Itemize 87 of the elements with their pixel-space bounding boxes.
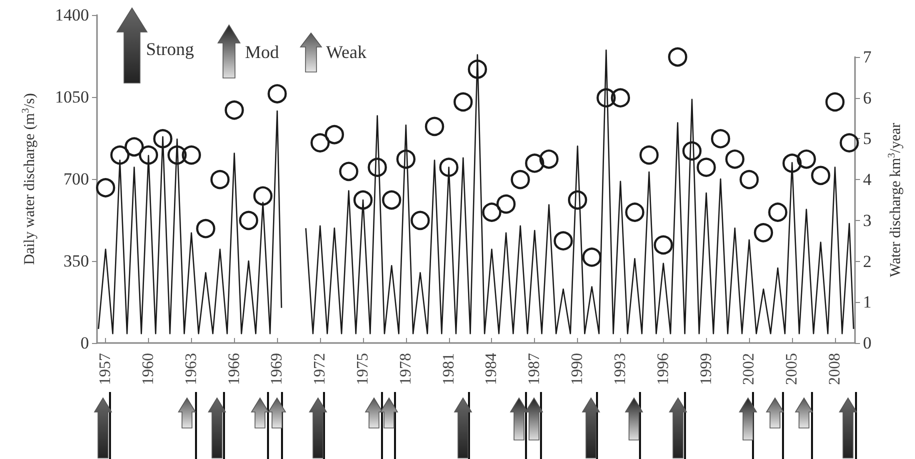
- annotation: Strong: [146, 39, 194, 59]
- point: [454, 92, 473, 112]
- point: [368, 158, 387, 177]
- point: [482, 202, 502, 222]
- point: [410, 210, 430, 230]
- point: [210, 170, 230, 190]
- point: [382, 190, 402, 210]
- point: [224, 100, 244, 120]
- point: [424, 116, 444, 136]
- x-tick-label: 1987: [526, 353, 544, 385]
- x-tick-label: 1990: [569, 353, 586, 385]
- point: [654, 235, 673, 255]
- point: [768, 202, 788, 222]
- x-tick-label: 1960: [140, 353, 157, 385]
- point: [796, 150, 816, 169]
- point: [124, 137, 144, 156]
- point: [568, 190, 588, 210]
- y-axis-title: Daily water discharge (m3/s): [20, 93, 38, 265]
- point: [610, 88, 630, 108]
- point: [710, 129, 730, 148]
- point: [639, 145, 659, 165]
- x-tick-label: 1999: [698, 353, 715, 385]
- y-tick-label: 1050: [55, 88, 89, 106]
- point: [625, 202, 644, 222]
- x-tick-label: 1981: [440, 353, 458, 385]
- y2-tick-label: 5: [863, 129, 872, 148]
- point: [324, 125, 344, 144]
- point: [253, 186, 272, 206]
- point: [496, 194, 516, 214]
- x-tick-label: 1963: [182, 353, 200, 385]
- annotation: Weak: [326, 42, 367, 62]
- x-tick-label: 2005: [784, 353, 801, 385]
- point: [825, 92, 845, 112]
- x-tick-label: 2002: [740, 353, 758, 385]
- y-tick-label: 0: [80, 334, 89, 352]
- y2-tick-label: 6: [863, 88, 872, 108]
- x-tick-label: 1984: [483, 353, 500, 385]
- point: [468, 60, 488, 79]
- x-tick-label: 1966: [226, 353, 243, 385]
- point: [310, 133, 330, 152]
- point: [239, 210, 258, 230]
- point: [682, 141, 702, 161]
- point: [196, 219, 216, 238]
- point: [554, 231, 573, 250]
- point: [353, 190, 373, 210]
- x-tick-label: 1975: [354, 353, 372, 385]
- point: [439, 158, 458, 177]
- y-tick-label: 350: [64, 252, 89, 270]
- point: [811, 166, 830, 186]
- point: [668, 47, 688, 67]
- point: [268, 84, 287, 104]
- point: [510, 170, 530, 190]
- point: [96, 178, 116, 198]
- point: [339, 162, 358, 181]
- point: [182, 145, 201, 165]
- y2-tick-label: 7: [863, 48, 872, 66]
- point: [396, 150, 416, 169]
- point: [740, 170, 759, 190]
- point: [539, 150, 559, 169]
- x-tick-label: 1972: [312, 353, 329, 385]
- y2-tick-label: 0: [863, 334, 872, 352]
- x-tick-label: 1993: [612, 353, 629, 385]
- point: [138, 145, 158, 165]
- point: [153, 129, 172, 148]
- x-tick-label: 1969: [268, 353, 286, 385]
- point: [696, 158, 716, 177]
- y-tick-label: 700: [64, 170, 89, 188]
- y2-tick-label: 1: [863, 292, 872, 312]
- point: [782, 154, 802, 173]
- y-tick-label: 1400: [55, 6, 89, 24]
- point: [840, 133, 859, 152]
- x-tick-label: 1957: [97, 353, 114, 385]
- x-tick-label: 2008: [826, 353, 844, 385]
- point: [582, 248, 602, 267]
- point: [110, 145, 130, 165]
- y2-tick-label: 4: [863, 170, 872, 190]
- y2-tick-label: 3: [863, 210, 872, 230]
- annotation: Mod: [245, 42, 280, 62]
- point: [525, 154, 544, 173]
- y2-tick-label: 2: [863, 252, 872, 271]
- point: [596, 88, 616, 108]
- point: [754, 223, 774, 242]
- point: [168, 145, 187, 165]
- x-tick-label: 1996: [654, 353, 672, 385]
- y2-axis-title: Water discharge km3/year: [886, 122, 904, 278]
- point: [725, 150, 744, 169]
- x-tick-label: 1978: [397, 353, 414, 385]
